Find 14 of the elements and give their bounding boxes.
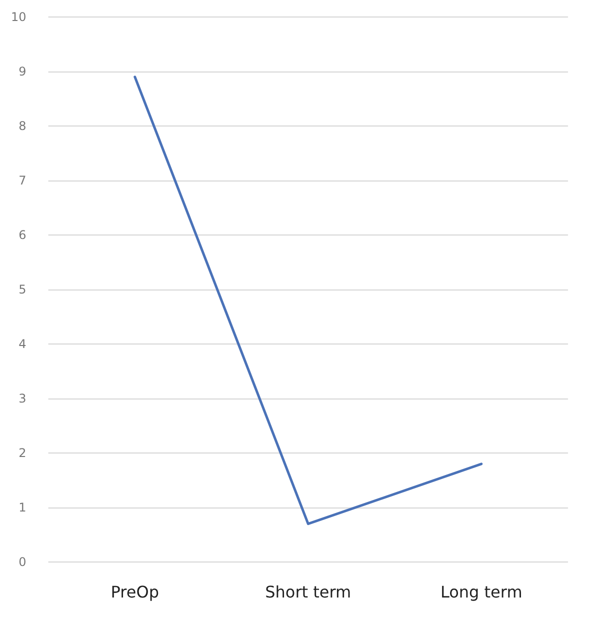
y-tick-label: 3 [18, 392, 26, 406]
y-tick-label: 4 [18, 337, 26, 351]
x-tick-label: PreOp [110, 582, 159, 602]
y-tick-label: 2 [18, 446, 26, 460]
x-tick-label: Short term [265, 582, 352, 602]
y-tick-label: 0 [18, 555, 26, 569]
y-tick-label: 7 [18, 174, 26, 188]
y-tick-label: 8 [18, 119, 26, 133]
y-tick-label: 1 [18, 500, 26, 514]
y-tick-label: 10 [10, 10, 26, 24]
y-tick-label: 5 [18, 282, 26, 296]
y-tick-label: 9 [18, 64, 26, 78]
y-tick-label: 6 [18, 228, 26, 242]
x-tick-label: Long term [440, 582, 522, 602]
